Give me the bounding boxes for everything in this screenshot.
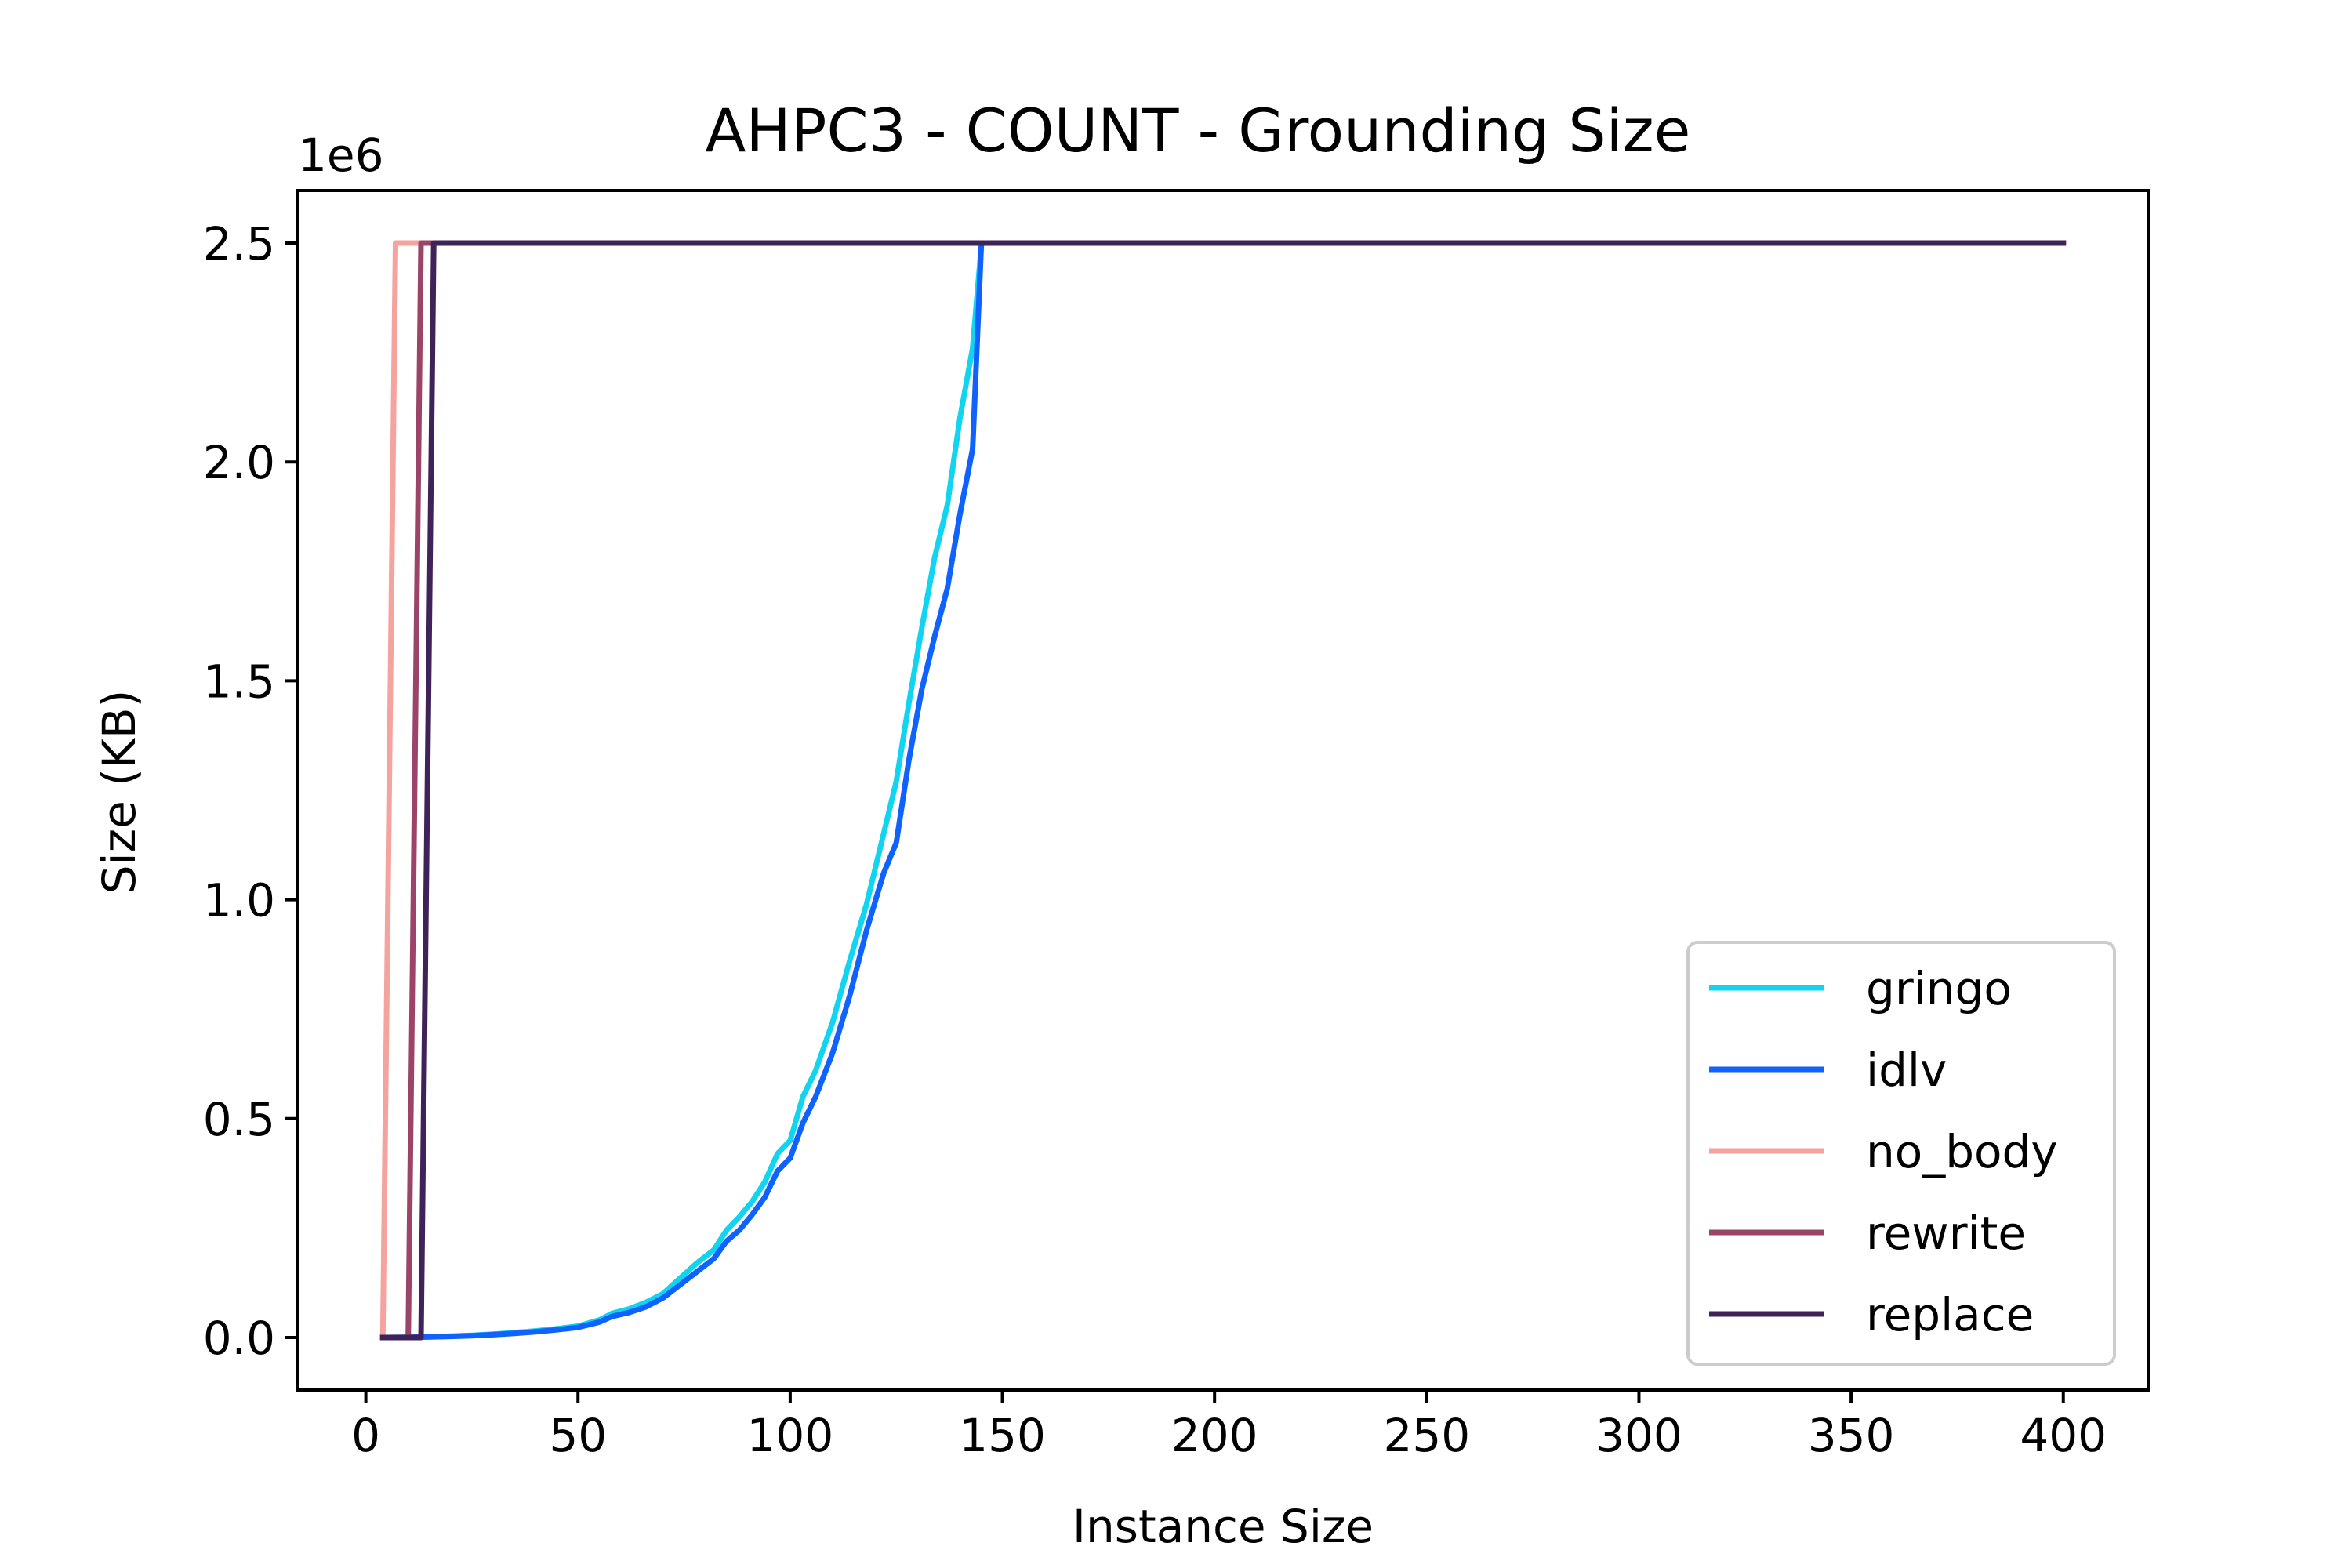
axes-frame <box>296 189 2150 1392</box>
x-axis: 0 50 100 150 200 250 300 350 400 <box>351 1390 2107 1462</box>
x-tick-label: 400 <box>2020 1409 2107 1462</box>
x-axis-title: Instance Size <box>1073 1500 1374 1553</box>
y-offset-label: 1e6 <box>298 129 384 182</box>
x-tick-label: 100 <box>747 1409 834 1462</box>
y-axis-title: Size (KB) <box>93 690 146 895</box>
chart-title: AHPC3 - COUNT - Grounding Size <box>706 96 1691 165</box>
series-line-replace <box>379 240 2067 1341</box>
y-axis: 0.0 0.5 1.0 1.5 2.0 2.5 <box>203 217 298 1365</box>
x-tick-label: 250 <box>1383 1409 1470 1462</box>
x-tick-label: 300 <box>1595 1409 1682 1462</box>
x-tick-label: 150 <box>959 1409 1046 1462</box>
legend-label-idlv: idlv <box>1866 1044 1947 1097</box>
legend-label-gringo: gringo <box>1866 962 2012 1015</box>
y-tick-label: 0.5 <box>203 1093 275 1146</box>
legend-label-no_body: no_body <box>1866 1125 2058 1178</box>
y-tick-label: 2.0 <box>203 436 275 489</box>
x-tick-label: 200 <box>1171 1409 1258 1462</box>
x-tick-label: 50 <box>549 1409 607 1462</box>
legend-label-replace: replace <box>1866 1288 2034 1341</box>
y-tick-label: 0.0 <box>203 1312 275 1365</box>
x-tick-label: 350 <box>1808 1409 1895 1462</box>
y-tick-label: 1.5 <box>203 655 275 708</box>
legend-box <box>1686 941 2116 1366</box>
x-tick-label: 0 <box>351 1409 380 1462</box>
plot-area <box>379 240 2067 1341</box>
y-tick-label: 2.5 <box>203 217 275 270</box>
series-line-idlv <box>379 244 985 1341</box>
legend-label-rewrite: rewrite <box>1866 1207 2026 1260</box>
y-tick-label: 1.0 <box>203 874 275 927</box>
